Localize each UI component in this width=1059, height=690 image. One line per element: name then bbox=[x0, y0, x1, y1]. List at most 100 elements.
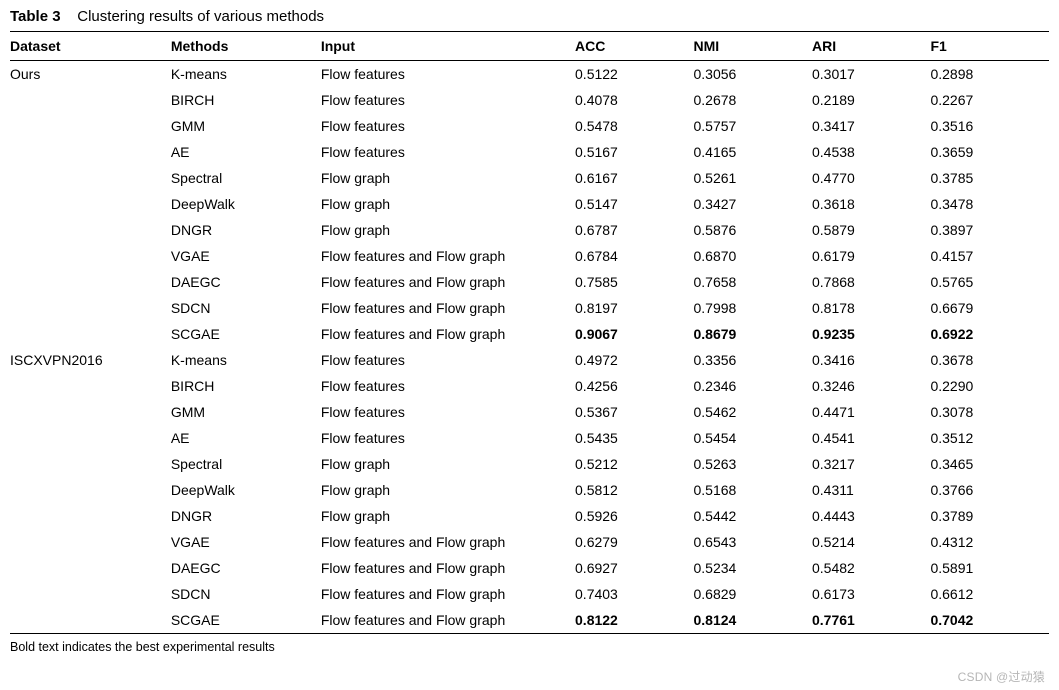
cell-nmi: 0.5234 bbox=[694, 555, 812, 581]
cell-method: GMM bbox=[171, 113, 321, 139]
cell-acc: 0.5478 bbox=[575, 113, 693, 139]
table-row: AEFlow features0.54350.54540.45410.3512 bbox=[10, 425, 1049, 451]
cell-f1: 0.3659 bbox=[930, 139, 1049, 165]
cell-f1: 0.3512 bbox=[930, 425, 1049, 451]
table-caption: Clustering results of various methods bbox=[77, 8, 324, 25]
cell-dataset bbox=[10, 191, 171, 217]
cell-acc: 0.4256 bbox=[575, 373, 693, 399]
cell-acc: 0.4972 bbox=[575, 347, 693, 373]
cell-nmi: 0.5876 bbox=[694, 217, 812, 243]
cell-ari: 0.7761 bbox=[812, 607, 930, 634]
cell-f1: 0.3897 bbox=[930, 217, 1049, 243]
table-row: SpectralFlow graph0.52120.52630.32170.34… bbox=[10, 451, 1049, 477]
cell-f1: 0.3785 bbox=[930, 165, 1049, 191]
cell-acc: 0.6787 bbox=[575, 217, 693, 243]
cell-dataset bbox=[10, 477, 171, 503]
cell-f1: 0.3678 bbox=[930, 347, 1049, 373]
cell-acc: 0.6279 bbox=[575, 529, 693, 555]
cell-input: Flow features and Flow graph bbox=[321, 269, 575, 295]
cell-method: SDCN bbox=[171, 581, 321, 607]
cell-ari: 0.3217 bbox=[812, 451, 930, 477]
cell-dataset bbox=[10, 217, 171, 243]
cell-f1: 0.6922 bbox=[930, 321, 1049, 347]
cell-nmi: 0.4165 bbox=[694, 139, 812, 165]
cell-nmi: 0.2678 bbox=[694, 87, 812, 113]
cell-nmi: 0.6543 bbox=[694, 529, 812, 555]
table-title: Table 3 Clustering results of various me… bbox=[10, 8, 1049, 25]
table-row: BIRCHFlow features0.42560.23460.32460.22… bbox=[10, 373, 1049, 399]
cell-ari: 0.7868 bbox=[812, 269, 930, 295]
col-header-dataset: Dataset bbox=[10, 32, 171, 61]
table-row: SCGAEFlow features and Flow graph0.90670… bbox=[10, 321, 1049, 347]
cell-input: Flow features and Flow graph bbox=[321, 581, 575, 607]
cell-dataset bbox=[10, 503, 171, 529]
cell-f1: 0.3078 bbox=[930, 399, 1049, 425]
cell-ari: 0.6173 bbox=[812, 581, 930, 607]
cell-acc: 0.7403 bbox=[575, 581, 693, 607]
cell-acc: 0.7585 bbox=[575, 269, 693, 295]
cell-nmi: 0.2346 bbox=[694, 373, 812, 399]
cell-input: Flow features bbox=[321, 113, 575, 139]
cell-acc: 0.5122 bbox=[575, 61, 693, 88]
table-row: GMMFlow features0.53670.54620.44710.3078 bbox=[10, 399, 1049, 425]
cell-method: DNGR bbox=[171, 217, 321, 243]
cell-f1: 0.5765 bbox=[930, 269, 1049, 295]
cell-nmi: 0.5462 bbox=[694, 399, 812, 425]
cell-input: Flow features and Flow graph bbox=[321, 607, 575, 634]
cell-nmi: 0.3356 bbox=[694, 347, 812, 373]
table-row: VGAEFlow features and Flow graph0.62790.… bbox=[10, 529, 1049, 555]
cell-input: Flow graph bbox=[321, 191, 575, 217]
cell-dataset bbox=[10, 243, 171, 269]
cell-f1: 0.5891 bbox=[930, 555, 1049, 581]
cell-dataset bbox=[10, 269, 171, 295]
cell-input: Flow features and Flow graph bbox=[321, 321, 575, 347]
cell-ari: 0.3417 bbox=[812, 113, 930, 139]
cell-input: Flow features bbox=[321, 61, 575, 88]
cell-input: Flow features bbox=[321, 373, 575, 399]
table-row: SpectralFlow graph0.61670.52610.47700.37… bbox=[10, 165, 1049, 191]
cell-ari: 0.5214 bbox=[812, 529, 930, 555]
cell-input: Flow features and Flow graph bbox=[321, 295, 575, 321]
watermark-text: CSDN @过动猿 bbox=[958, 668, 1045, 685]
cell-f1: 0.3478 bbox=[930, 191, 1049, 217]
cell-f1: 0.6679 bbox=[930, 295, 1049, 321]
cell-nmi: 0.6829 bbox=[694, 581, 812, 607]
cell-acc: 0.5435 bbox=[575, 425, 693, 451]
table-row: BIRCHFlow features0.40780.26780.21890.22… bbox=[10, 87, 1049, 113]
cell-method: DAEGC bbox=[171, 269, 321, 295]
cell-f1: 0.7042 bbox=[930, 607, 1049, 634]
cell-nmi: 0.5168 bbox=[694, 477, 812, 503]
cell-f1: 0.3516 bbox=[930, 113, 1049, 139]
table-row: SCGAEFlow features and Flow graph0.81220… bbox=[10, 607, 1049, 634]
cell-nmi: 0.5757 bbox=[694, 113, 812, 139]
cell-ari: 0.5879 bbox=[812, 217, 930, 243]
cell-ari: 0.4770 bbox=[812, 165, 930, 191]
cell-nmi: 0.5263 bbox=[694, 451, 812, 477]
table-row: DAEGCFlow features and Flow graph0.75850… bbox=[10, 269, 1049, 295]
cell-acc: 0.8197 bbox=[575, 295, 693, 321]
cell-acc: 0.6167 bbox=[575, 165, 693, 191]
cell-f1: 0.3789 bbox=[930, 503, 1049, 529]
cell-method: SCGAE bbox=[171, 321, 321, 347]
cell-method: VGAE bbox=[171, 243, 321, 269]
cell-nmi: 0.7658 bbox=[694, 269, 812, 295]
cell-acc: 0.8122 bbox=[575, 607, 693, 634]
table-row: DNGRFlow graph0.67870.58760.58790.3897 bbox=[10, 217, 1049, 243]
cell-nmi: 0.8124 bbox=[694, 607, 812, 634]
cell-input: Flow features bbox=[321, 347, 575, 373]
cell-method: SCGAE bbox=[171, 607, 321, 634]
cell-ari: 0.2189 bbox=[812, 87, 930, 113]
cell-method: AE bbox=[171, 139, 321, 165]
cell-ari: 0.3246 bbox=[812, 373, 930, 399]
table-row: ISCXVPN2016K-meansFlow features0.49720.3… bbox=[10, 347, 1049, 373]
cell-nmi: 0.3056 bbox=[694, 61, 812, 88]
cell-acc: 0.5212 bbox=[575, 451, 693, 477]
cell-nmi: 0.5442 bbox=[694, 503, 812, 529]
cell-acc: 0.6927 bbox=[575, 555, 693, 581]
cell-nmi: 0.5261 bbox=[694, 165, 812, 191]
table-row: SDCNFlow features and Flow graph0.74030.… bbox=[10, 581, 1049, 607]
cell-acc: 0.4078 bbox=[575, 87, 693, 113]
cell-dataset bbox=[10, 113, 171, 139]
cell-method: Spectral bbox=[171, 165, 321, 191]
cell-nmi: 0.8679 bbox=[694, 321, 812, 347]
